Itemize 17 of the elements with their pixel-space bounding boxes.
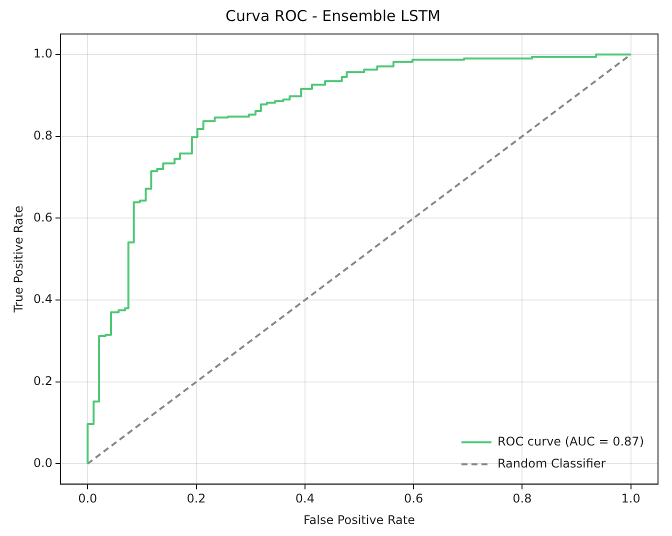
legend-label: ROC curve (AUC = 0.87) [497, 434, 644, 448]
x-tick-label: 0.6 [404, 492, 424, 506]
x-tick-label: 0.8 [512, 492, 532, 506]
y-tick-label: 1.0 [33, 46, 52, 61]
x-tick-label: 0.2 [186, 492, 206, 506]
x-tick-label: 1.0 [621, 492, 640, 506]
y-axis-title: True Positive Rate [11, 206, 26, 314]
y-tick-label: 0.8 [33, 128, 52, 142]
y-tick-label: 0.4 [33, 292, 52, 306]
x-axis-title: False Positive Rate [303, 512, 416, 527]
x-tick-label: 0.0 [78, 492, 98, 506]
x-tick-label: 0.4 [295, 492, 314, 506]
y-tick-label: 0.6 [33, 210, 52, 224]
legend-label: Random Classifier [497, 456, 606, 470]
y-tick-label: 0.2 [33, 374, 52, 388]
chart-title: Curva ROC - Ensemble LSTM [226, 6, 440, 25]
y-tick-label: 0.0 [33, 456, 52, 470]
